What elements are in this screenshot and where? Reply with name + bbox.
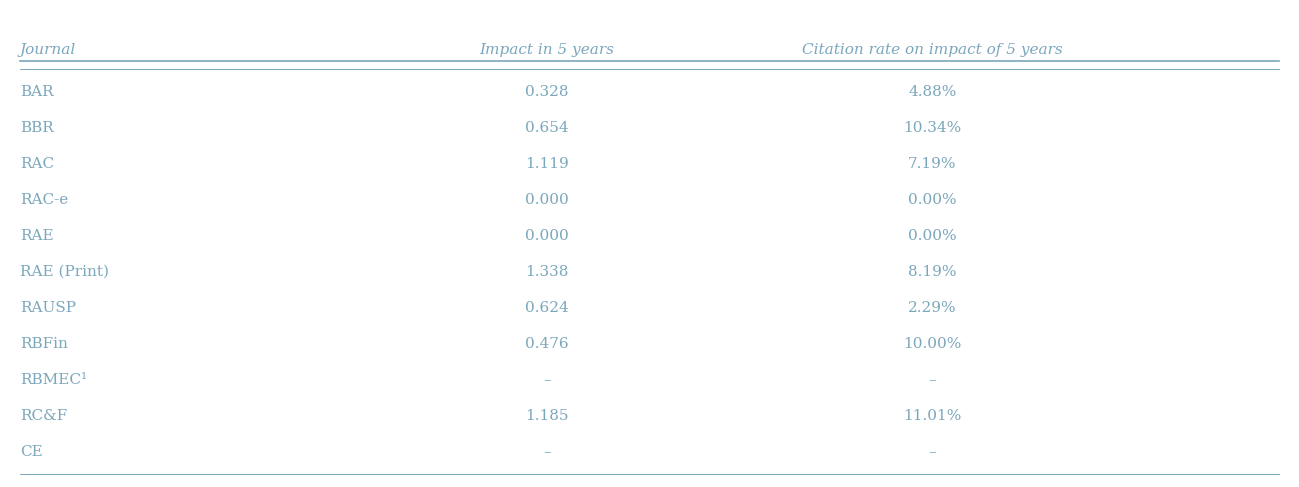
Text: 1.338: 1.338 xyxy=(525,265,569,279)
Text: –: – xyxy=(543,373,551,387)
Text: 1.119: 1.119 xyxy=(525,157,569,171)
Text: 0.000: 0.000 xyxy=(525,193,569,207)
Text: Citation rate on impact of 5 years: Citation rate on impact of 5 years xyxy=(801,42,1063,56)
Text: RAC-e: RAC-e xyxy=(19,193,68,207)
Text: CE: CE xyxy=(19,445,43,459)
Text: 0.328: 0.328 xyxy=(525,85,569,99)
Text: BAR: BAR xyxy=(19,85,53,99)
Text: RBFin: RBFin xyxy=(19,337,68,351)
Text: RAC: RAC xyxy=(19,157,55,171)
Text: 0.00%: 0.00% xyxy=(908,229,956,243)
Text: 10.00%: 10.00% xyxy=(903,337,961,351)
Text: Journal: Journal xyxy=(19,42,77,56)
Text: 8.19%: 8.19% xyxy=(908,265,956,279)
Text: 7.19%: 7.19% xyxy=(908,157,956,171)
Text: 0.00%: 0.00% xyxy=(908,193,956,207)
Text: RAUSP: RAUSP xyxy=(19,301,75,315)
Text: –: – xyxy=(543,445,551,459)
Text: RAE (Print): RAE (Print) xyxy=(19,265,109,279)
Text: 0.000: 0.000 xyxy=(525,229,569,243)
Text: 1.185: 1.185 xyxy=(525,409,569,423)
Text: –: – xyxy=(929,373,937,387)
Text: 0.624: 0.624 xyxy=(525,301,569,315)
Text: 10.34%: 10.34% xyxy=(903,121,961,135)
Text: Impact in 5 years: Impact in 5 years xyxy=(479,42,614,56)
Text: 11.01%: 11.01% xyxy=(903,409,961,423)
Text: BBR: BBR xyxy=(19,121,53,135)
Text: RC&F: RC&F xyxy=(19,409,68,423)
Text: 0.476: 0.476 xyxy=(525,337,569,351)
Text: 0.654: 0.654 xyxy=(525,121,569,135)
Text: RAE: RAE xyxy=(19,229,53,243)
Text: 4.88%: 4.88% xyxy=(908,85,956,99)
Text: 2.29%: 2.29% xyxy=(908,301,956,315)
Text: RBMEC¹: RBMEC¹ xyxy=(19,373,87,387)
Text: –: – xyxy=(929,445,937,459)
